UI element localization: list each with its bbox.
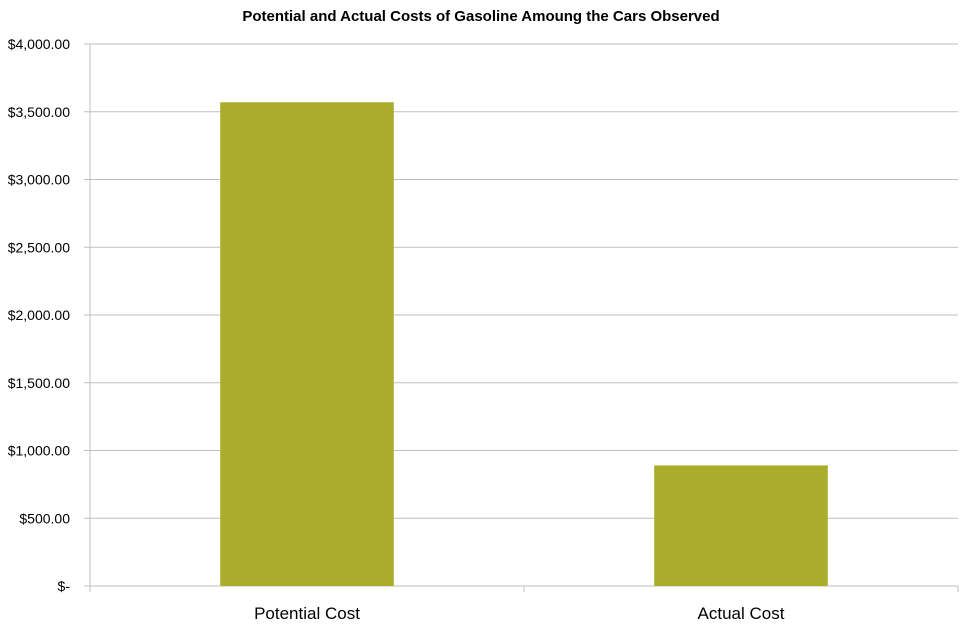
y-tick-label: $2,500.00	[8, 239, 70, 255]
x-category-label: Actual Cost	[698, 604, 785, 623]
bar	[220, 102, 394, 586]
x-category-label: Potential Cost	[254, 604, 360, 623]
y-tick-label: $3,000.00	[8, 172, 70, 188]
y-tick-label: $2,000.00	[8, 307, 70, 323]
y-tick-label: $1,500.00	[8, 375, 70, 391]
y-tick-label: $500.00	[19, 510, 70, 526]
y-tick-label: $4,000.00	[8, 36, 70, 52]
y-tick-label: $1,000.00	[8, 443, 70, 459]
bar	[654, 465, 828, 586]
y-tick-label: $3,500.00	[8, 104, 70, 120]
chart-title: Potential and Actual Costs of Gasoline A…	[242, 8, 720, 25]
y-tick-label: $-	[58, 578, 71, 594]
